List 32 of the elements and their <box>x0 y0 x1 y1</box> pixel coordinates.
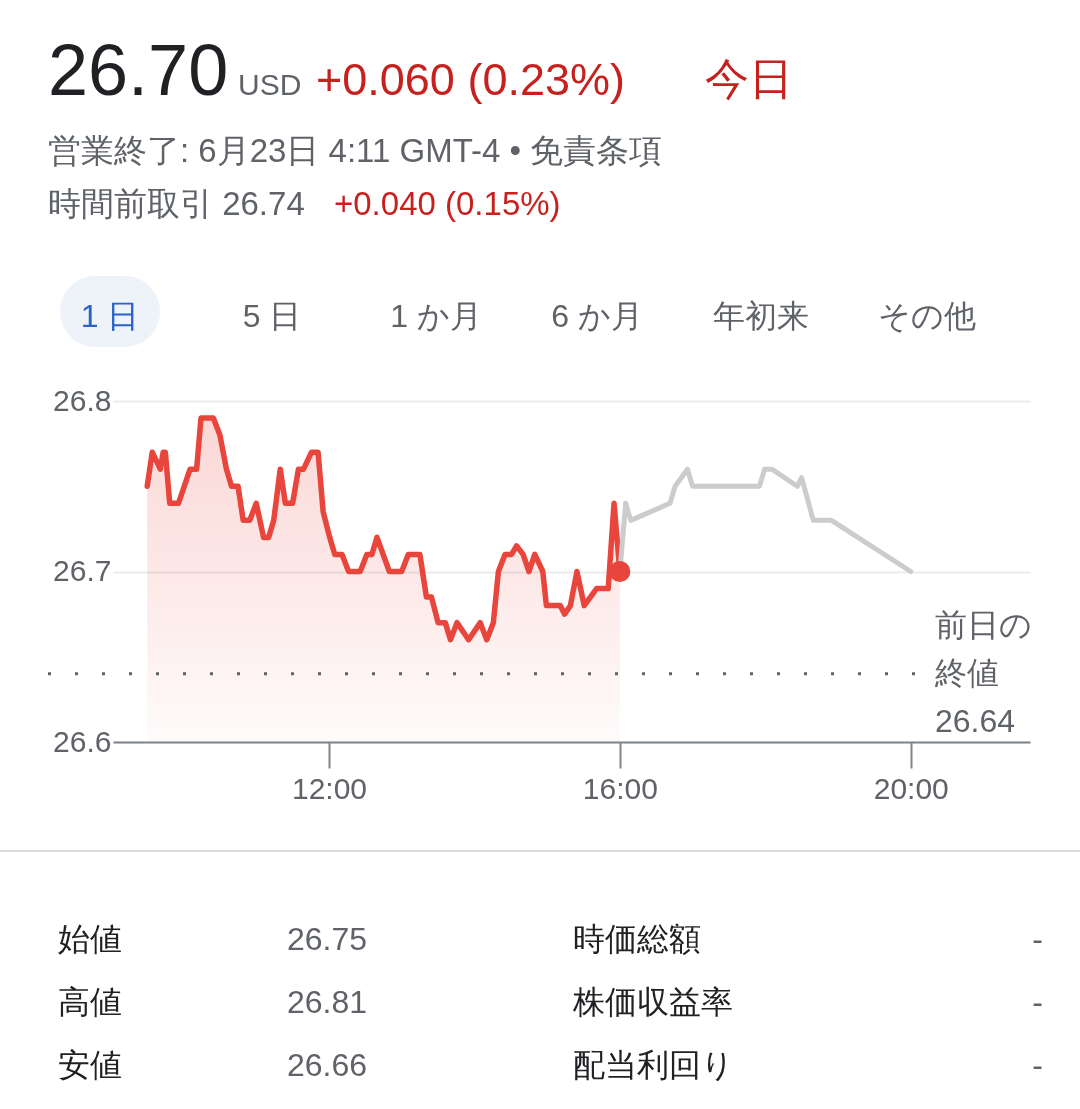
text: 時間前取引 26.74 <box>48 185 305 222</box>
text: +0.060 (0.23%) <box>316 54 625 105</box>
x-tick-label: 20:00 <box>873 771 949 805</box>
text: 5 日 <box>242 298 302 334</box>
text: その他 <box>878 298 976 334</box>
y-tick-label: 26.8 <box>53 383 112 417</box>
text: - <box>1032 921 1043 957</box>
text: 今日 <box>705 54 793 103</box>
y-tick-label: 26.7 <box>53 554 112 587</box>
text: +0.040 (0.15%) <box>334 185 561 222</box>
text: 配当利回り <box>573 1047 734 1083</box>
y-tick-label: 26.6 <box>53 724 112 758</box>
text: 26.66 <box>287 1047 368 1083</box>
text: 営業終了: 6月23日 4:11 GMT-4 • 免責条項 <box>48 132 663 169</box>
text: 株価収益率 <box>572 984 733 1020</box>
text: 高値 <box>58 984 122 1020</box>
x-tick-label: 16:00 <box>582 771 658 805</box>
ref-line-label: 前日の終値 26.64 <box>934 606 1032 739</box>
text: - <box>1032 984 1043 1020</box>
text: 年初来 <box>713 298 809 334</box>
text: 26.81 <box>287 984 368 1020</box>
text: 26.75 <box>287 921 368 957</box>
text: 1 日 <box>80 298 140 334</box>
text: 時価総額 <box>573 921 701 957</box>
text: 6 か月 <box>551 298 643 334</box>
text: - <box>1032 1047 1043 1083</box>
text: USD <box>238 68 302 101</box>
text: 26.70 <box>48 30 229 110</box>
x-tick-label: 12:00 <box>291 771 368 805</box>
text: 1 か月 <box>390 298 482 334</box>
text: 安値 <box>58 1047 122 1083</box>
text: 始値 <box>58 921 122 957</box>
